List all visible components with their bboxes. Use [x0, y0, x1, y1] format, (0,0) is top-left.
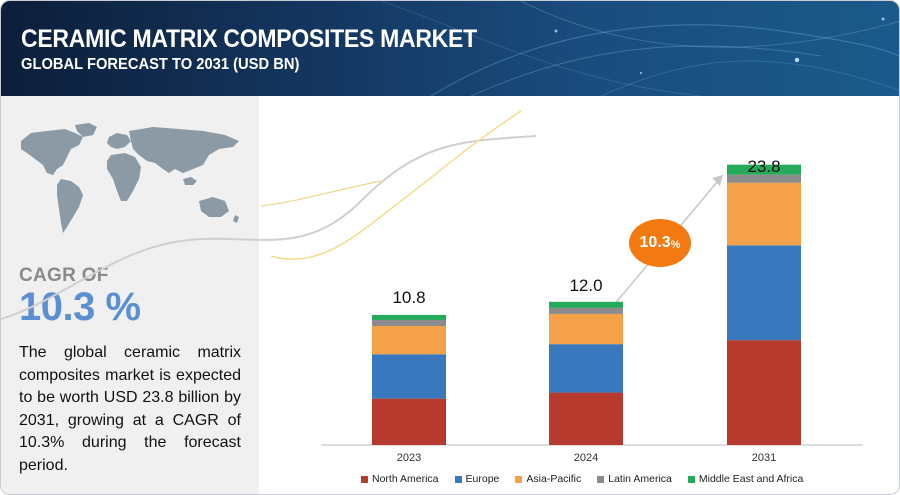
legend-label: Latin America — [608, 473, 672, 485]
bar-2024-north-america — [549, 392, 623, 445]
bar-2031-north-america — [727, 340, 801, 445]
x-tick-label-2024: 2024 — [574, 452, 598, 464]
world-map-icon — [21, 123, 239, 233]
page-title: CERAMIC MATRIX COMPOSITES MARKET — [21, 25, 477, 53]
market-description: The global ceramic matrix composites mar… — [19, 344, 241, 474]
bar-2031-asia-pacific — [727, 182, 801, 246]
bar-2024-latin-america — [549, 307, 623, 314]
legend-item-asia-pacific: Asia-Pacific — [515, 472, 581, 486]
x-tick-label-2031: 2031 — [752, 452, 776, 464]
bar-2024-europe — [549, 344, 623, 393]
legend-item-north-america: North America — [361, 472, 439, 486]
bar-2023-asia-pacific — [372, 326, 446, 355]
bar-2023-latin-america — [372, 319, 446, 327]
cagr-badge-value: 10.3 — [639, 234, 671, 251]
legend-label: Europe — [465, 473, 500, 485]
decor-curve-yellow — [270, 110, 522, 261]
bar-2023-europe — [372, 354, 446, 399]
legend-item-europe: Europe — [454, 472, 500, 486]
cagr-badge-unit: % — [670, 238, 681, 251]
legend-swatch — [515, 475, 523, 483]
bar-series-group: 10.8 2023 12.0 2024 23.8 2031 — [372, 157, 801, 464]
legend-item-middle-east-and-africa: Middle East and Africa — [687, 472, 804, 486]
legend-item-latin-america: Latin America — [597, 472, 672, 486]
legend-label: Asia-Pacific — [526, 473, 582, 485]
decor-curve-gray — [1, 135, 537, 320]
total-label-2024: 12.0 — [569, 276, 602, 295]
legend-swatch — [687, 475, 695, 483]
cagr-badge: 10.3% — [629, 219, 691, 267]
growth-arrow-head — [712, 175, 723, 186]
legend-swatch — [361, 475, 368, 483]
legend-swatch — [454, 475, 462, 483]
x-tick-label-2023: 2023 — [397, 452, 421, 464]
header-banner: CERAMIC MATRIX COMPOSITES MARKET GLOBAL … — [1, 1, 899, 96]
bar-2031-latin-america — [727, 174, 801, 183]
total-label-2023: 10.8 — [392, 288, 425, 307]
legend-label: North America — [372, 473, 439, 485]
total-label-2031: 23.8 — [747, 157, 780, 176]
header-light-lines — [380, 1, 899, 96]
chart-legend: North America Europe Asia-Pacific Latin Ame… — [361, 472, 803, 486]
cagr-value: 10.3 % — [19, 285, 141, 329]
cagr-label: CAGR OF — [19, 265, 109, 286]
bar-2024-middle-east-and-africa — [549, 301, 623, 308]
legend-label: Middle East and Africa — [698, 473, 804, 485]
bar-2023-north-america — [372, 398, 446, 445]
bar-2024-asia-pacific — [549, 313, 623, 345]
page-subtitle: GLOBAL FORECAST TO 2031 (USD BN) — [21, 56, 300, 73]
bar-2031-europe — [727, 245, 801, 341]
bar-2023-middle-east-and-africa — [372, 314, 446, 320]
legend-swatch — [597, 475, 605, 483]
decor-curve-yellow-2 — [260, 180, 382, 207]
bar-2031-middle-east-and-africa — [727, 164, 801, 175]
